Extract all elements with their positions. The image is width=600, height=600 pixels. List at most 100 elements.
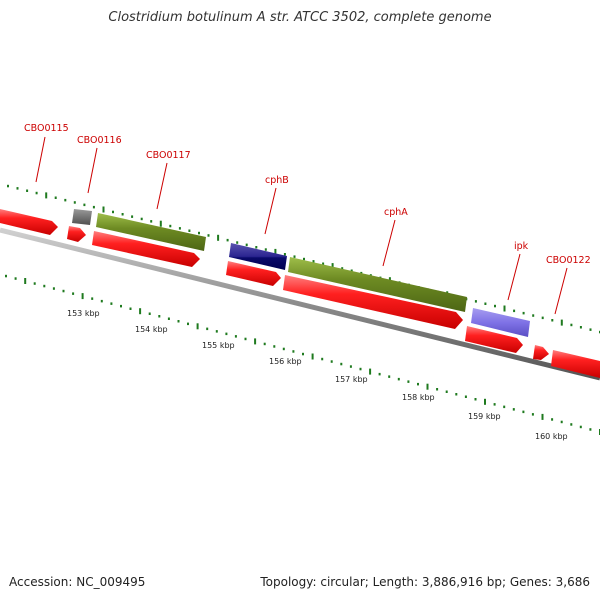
outer-track-minor-tick xyxy=(322,262,325,265)
outer-track-minor-tick xyxy=(303,257,305,261)
gene-feature-cbo0122-red[interactable] xyxy=(551,350,600,378)
inner-track-minor-tick xyxy=(417,382,419,386)
gene-label-cbo0116: CBO0116 xyxy=(77,135,122,146)
outer-track-minor-tick xyxy=(283,253,286,256)
outer-track-minor-tick xyxy=(570,323,573,327)
genome-backbone xyxy=(0,227,600,381)
outer-track-major-tick xyxy=(503,305,506,312)
inner-track-major-tick xyxy=(369,368,372,375)
inner-track-minor-tick xyxy=(244,337,247,341)
inner-track-minor-tick xyxy=(33,282,36,285)
outer-track-minor-tick xyxy=(579,326,582,329)
inner-track-minor-tick xyxy=(62,289,65,293)
inner-track-minor-tick xyxy=(378,372,381,376)
inner-track-minor-tick xyxy=(129,307,132,310)
inner-track-minor-tick xyxy=(340,362,343,366)
inner-track-major-tick xyxy=(24,278,27,284)
inner-track-minor-tick xyxy=(167,317,170,320)
inner-track-minor-tick xyxy=(349,365,352,368)
outer-track-minor-tick xyxy=(264,248,267,251)
gene-feature-cphb-navy[interactable] xyxy=(229,243,287,270)
inner-track-minor-tick xyxy=(464,395,467,398)
outer-track-minor-tick xyxy=(551,319,554,322)
outer-track-minor-tick xyxy=(178,227,181,230)
gene-feature-cbo0117-olive[interactable] xyxy=(96,213,206,251)
gene-feature-ipk-red[interactable] xyxy=(465,326,523,353)
outer-track-minor-tick xyxy=(150,220,153,223)
inner-track-major-tick xyxy=(426,383,429,390)
gene-feature-cpha-olive[interactable] xyxy=(288,257,467,312)
inner-track-minor-tick xyxy=(560,420,563,424)
inner-track-minor-tick xyxy=(187,322,189,326)
gene-feature-cbo0115-red[interactable] xyxy=(0,209,58,235)
outer-track-minor-tick xyxy=(255,246,258,249)
outer-track-minor-tick xyxy=(7,184,9,188)
outer-track-minor-tick xyxy=(64,198,67,202)
outer-track-minor-tick xyxy=(236,241,239,244)
gene-feature-cbo0116-red[interactable] xyxy=(67,226,86,242)
outer-track-minor-tick xyxy=(513,309,516,313)
gene-feature-cpha-red[interactable] xyxy=(283,275,463,329)
outer-track-major-tick xyxy=(274,248,277,255)
outer-track-minor-tick xyxy=(131,215,134,218)
gene-feature-cphb-red[interactable] xyxy=(226,261,281,286)
kbp-label-159: 159 kbp xyxy=(468,412,501,421)
outer-track-minor-tick xyxy=(73,201,76,204)
inner-track-minor-tick xyxy=(148,312,151,315)
outer-track-minor-tick xyxy=(532,314,535,317)
inner-track-minor-tick xyxy=(302,352,304,356)
gene-label-ipk: ipk xyxy=(514,241,529,252)
outer-track-minor-tick xyxy=(207,234,210,237)
outer-track-minor-tick xyxy=(245,243,248,247)
kbp-label-155: 155 kbp xyxy=(202,341,235,350)
inner-track-minor-tick xyxy=(14,277,17,280)
inner-track-minor-tick xyxy=(52,287,55,290)
gene-label-cbo0122: CBO0122 xyxy=(546,255,591,266)
inner-track-minor-tick xyxy=(120,304,122,308)
inner-track-minor-tick xyxy=(388,375,391,378)
outer-track-minor-tick xyxy=(522,311,525,315)
label-line-ipk xyxy=(507,253,521,301)
inner-track-minor-tick xyxy=(292,350,295,353)
inner-track-minor-tick xyxy=(158,315,161,318)
gene-label-cpha: cphA xyxy=(384,207,408,218)
inner-track-minor-tick xyxy=(215,330,218,333)
inner-track-minor-tick xyxy=(579,425,582,429)
outer-track-minor-tick xyxy=(83,203,86,207)
outer-track-major-tick xyxy=(560,319,563,326)
inner-track-minor-tick xyxy=(455,393,458,396)
inner-track-minor-tick xyxy=(100,299,103,303)
kbp-label-154: 154 kbp xyxy=(135,325,168,334)
outer-track-major-tick xyxy=(45,192,48,199)
label-line-cbo0122 xyxy=(554,267,568,315)
kbp-label-157: 157 kbp xyxy=(335,375,368,384)
inner-track-minor-tick xyxy=(91,297,94,300)
gene-feature-cbo0116-gray[interactable] xyxy=(72,209,92,225)
inner-track-minor-tick xyxy=(234,335,237,338)
outer-track-minor-tick xyxy=(169,224,172,228)
outer-track-minor-tick xyxy=(140,217,143,221)
inner-track-minor-tick xyxy=(397,377,400,381)
outer-track-major-tick xyxy=(217,234,220,241)
inner-track-minor-tick xyxy=(493,403,496,406)
inner-track-major-tick xyxy=(196,323,199,330)
inner-track-minor-tick xyxy=(5,274,7,278)
inner-track-minor-tick xyxy=(225,332,228,336)
outer-track-minor-tick xyxy=(112,210,114,214)
gene-feature-ipk-lavender[interactable] xyxy=(471,308,530,337)
inner-track-minor-tick xyxy=(570,423,573,426)
gene-feature-cbo0117-red[interactable] xyxy=(92,231,200,267)
inner-track-minor-tick xyxy=(474,398,477,401)
gene-label-cphb: cphB xyxy=(265,175,289,186)
inner-track-minor-tick xyxy=(359,367,362,371)
outer-track-major-tick xyxy=(159,220,162,227)
outer-track-major-tick xyxy=(102,206,105,213)
inner-track-minor-tick xyxy=(282,347,285,351)
inner-track-minor-tick xyxy=(531,413,534,416)
outer-track-minor-tick xyxy=(589,328,592,331)
inner-track-minor-tick xyxy=(321,357,324,361)
inner-track-minor-tick xyxy=(273,345,276,348)
gene-feature-cbo0121-red[interactable] xyxy=(533,345,549,360)
inner-track-minor-tick xyxy=(503,405,506,409)
